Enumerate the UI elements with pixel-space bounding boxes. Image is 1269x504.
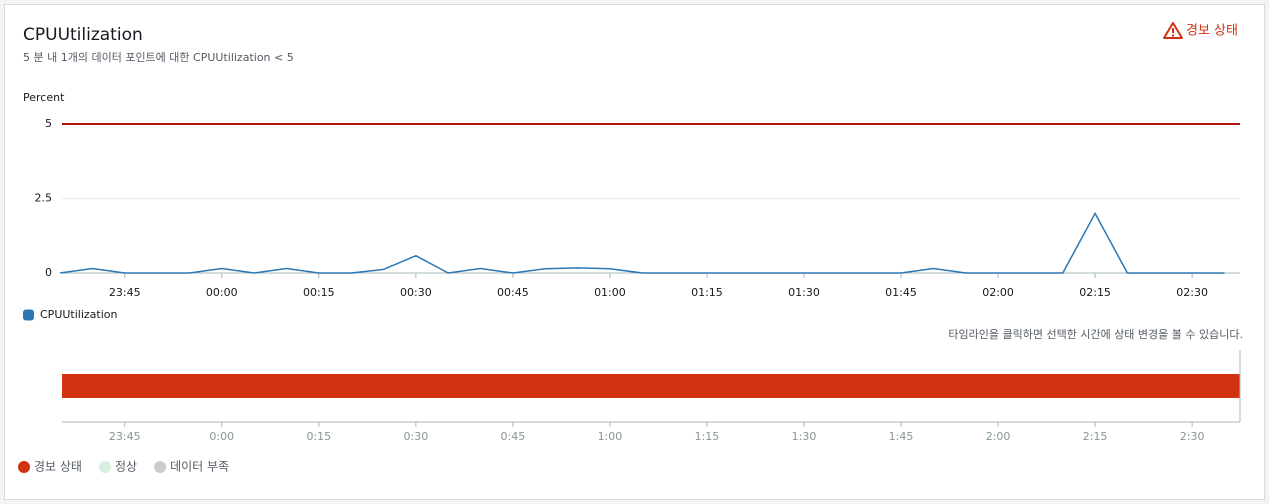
x-tick-label: 02:15 bbox=[1079, 286, 1111, 299]
legend-label: CPUUtilization bbox=[40, 308, 118, 321]
warning-icon bbox=[1163, 22, 1183, 39]
x-tick-label: 1:00 bbox=[598, 430, 623, 443]
x-tick-label: 0:15 bbox=[306, 430, 331, 443]
x-tick-label: 00:00 bbox=[206, 286, 238, 299]
x-tick-label: 2:30 bbox=[1180, 430, 1205, 443]
x-tick-label: 02:00 bbox=[982, 286, 1014, 299]
legend-swatch bbox=[154, 461, 167, 473]
x-tick-label: 23:45 bbox=[109, 430, 141, 443]
x-tick-label: 1:45 bbox=[889, 430, 914, 443]
x-tick-label: 0:30 bbox=[404, 430, 429, 443]
status: 경보 상태 bbox=[1163, 22, 1238, 39]
title: CPUUtilization bbox=[23, 25, 143, 45]
status-label: 경보 상태 bbox=[1186, 24, 1238, 39]
y-tick-label: 2.5 bbox=[35, 192, 53, 205]
x-tick-label: 23:45 bbox=[109, 286, 141, 299]
legend-label: 경보 상태 bbox=[34, 460, 82, 474]
legend-swatch bbox=[18, 461, 30, 473]
x-tick-label: 00:15 bbox=[303, 286, 335, 299]
x-tick-label: 01:15 bbox=[691, 286, 723, 299]
x-tick-label: 1:30 bbox=[792, 430, 817, 443]
legend-label: 데이터 부족 bbox=[170, 460, 229, 474]
x-tick-label: 0:45 bbox=[501, 430, 526, 443]
subtitle: 5 분 내 1개의 데이터 포인트에 대한 CPUUtilization < 5 bbox=[23, 51, 294, 64]
y-tick-label: 0 bbox=[45, 266, 52, 279]
panel bbox=[4, 4, 1265, 500]
data-line bbox=[59, 211, 1225, 274]
x-tick-label: 2:15 bbox=[1083, 430, 1108, 443]
x-tick-label: 00:30 bbox=[400, 286, 432, 299]
x-tick-label: 02:30 bbox=[1176, 286, 1208, 299]
legend-swatch bbox=[98, 461, 111, 473]
warning-icon bbox=[1172, 28, 1174, 33]
legend-swatch bbox=[23, 309, 34, 321]
x-tick-label: 01:45 bbox=[885, 286, 917, 299]
x-tick-label: 00:45 bbox=[497, 286, 529, 299]
state-bar bbox=[62, 374, 1240, 398]
warning-icon bbox=[1172, 34, 1174, 37]
x-tick-label: 01:30 bbox=[788, 286, 820, 299]
y-tick-label: 5 bbox=[45, 117, 52, 130]
x-tick-label: 2:00 bbox=[986, 430, 1011, 443]
timeline-note: 타임라인을 클릭하면 선택한 시간에 상태 변경을 볼 수 있습니다. bbox=[948, 327, 1243, 341]
y-axis-label: Percent bbox=[23, 91, 65, 104]
x-tick-label: 01:00 bbox=[594, 286, 626, 299]
legend-label: 정상 bbox=[115, 460, 137, 474]
x-tick-label: 0:00 bbox=[209, 430, 234, 443]
x-tick-label: 1:15 bbox=[695, 430, 720, 443]
